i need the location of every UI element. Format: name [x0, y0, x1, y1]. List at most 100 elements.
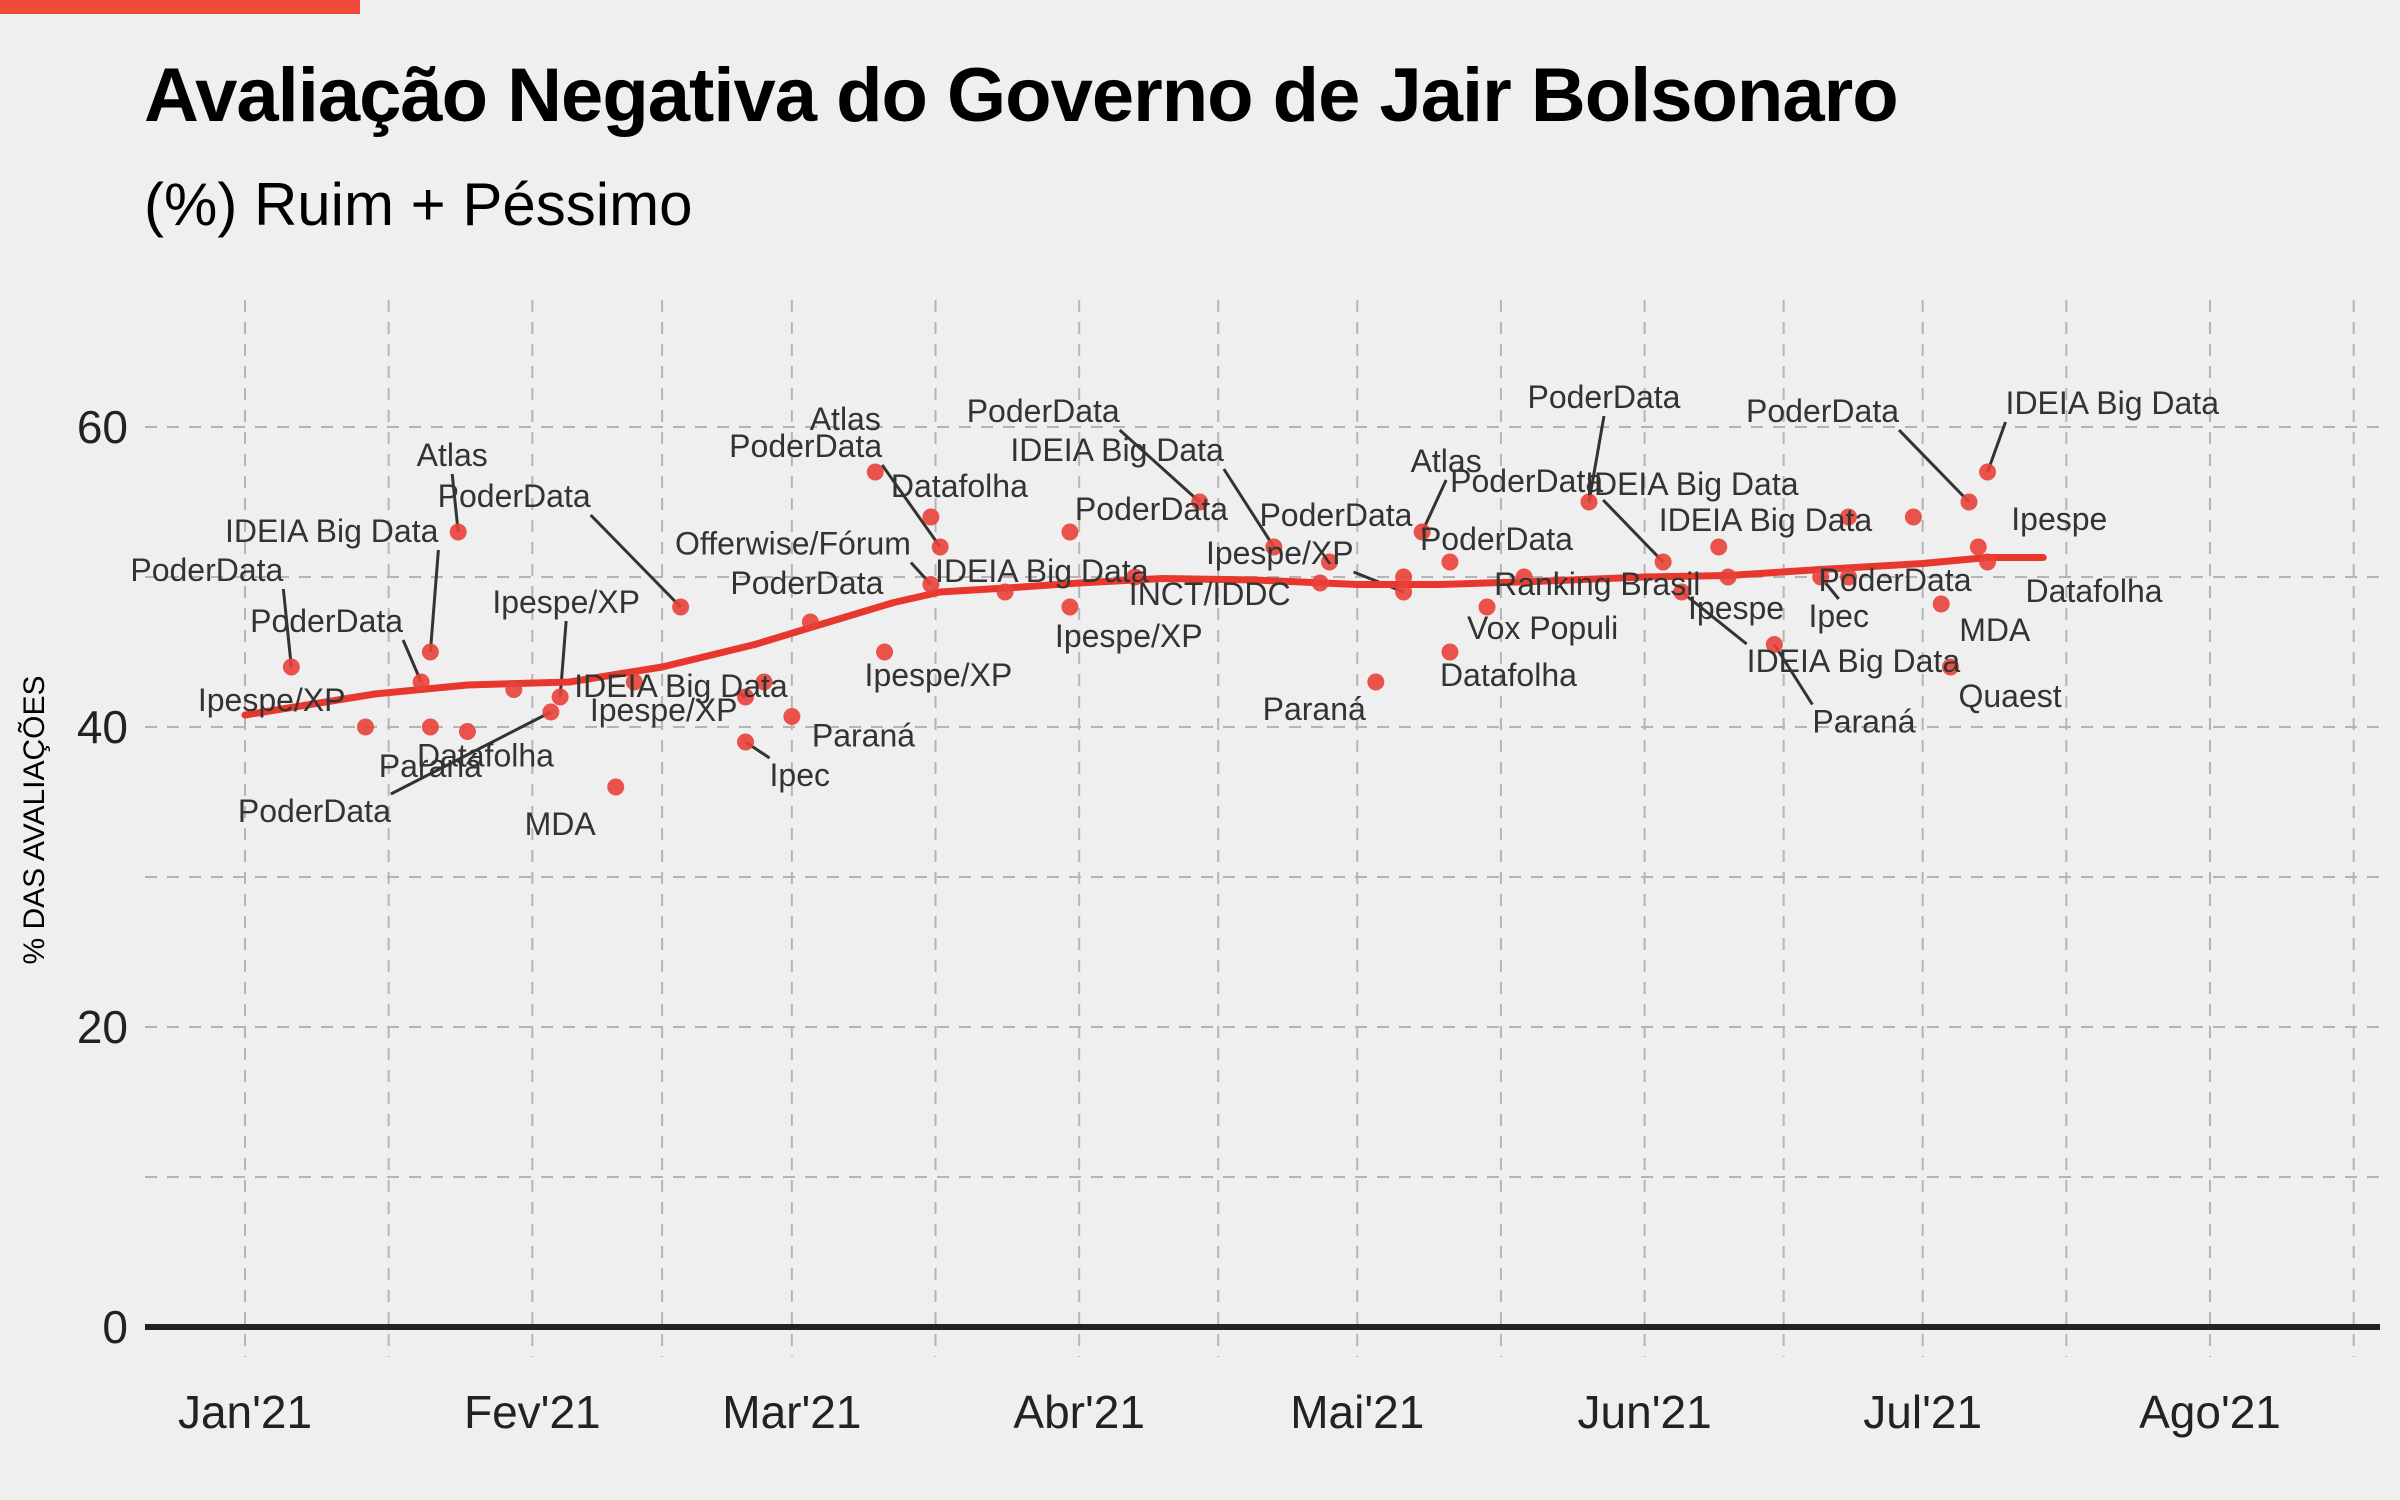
point-label: PoderData: [130, 552, 283, 588]
data-point: [672, 598, 690, 616]
data-point: [282, 658, 300, 676]
data-point: [737, 733, 755, 751]
leader-line: [880, 464, 942, 548]
data-point: [1765, 636, 1783, 653]
point-label: IDEIA Big Data: [1585, 466, 1799, 502]
leader-line: [1986, 421, 2007, 473]
x-tick-label: Fev'21: [464, 1386, 601, 1438]
data-point: [449, 523, 467, 541]
data-point: [1441, 643, 1459, 661]
data-point: [1812, 568, 1830, 586]
leader-line: [1680, 590, 1748, 646]
point-label: Atlas: [417, 437, 488, 473]
data-point: [996, 583, 1014, 601]
data-point: [505, 681, 523, 698]
data-point: [1904, 508, 1922, 526]
point-label: MDA: [1959, 612, 2031, 648]
data-point: [1673, 583, 1691, 601]
data-point: [412, 673, 430, 691]
point-label: Ipespe/XP: [865, 657, 1013, 693]
x-tick-label: Jan'21: [178, 1386, 312, 1438]
data-point: [421, 718, 439, 736]
point-label: PoderData: [967, 393, 1120, 429]
point-label: Paraná: [379, 748, 482, 784]
accent-bar: [0, 0, 360, 14]
data-point: [931, 538, 949, 556]
chart-subtitle: (%) Ruim + Péssimo: [144, 171, 693, 238]
point-label: IDEIA Big Data: [225, 513, 439, 549]
point-label: IDEIA Big Data: [935, 553, 1149, 589]
x-tick-label: Jul'21: [1863, 1386, 1982, 1438]
point-label: Quaest: [1958, 678, 2061, 714]
data-point: [1478, 598, 1496, 616]
point-label: Atlas: [1411, 443, 1482, 479]
point-label: IDEIA Big Data: [574, 668, 788, 704]
point-label: Ipespe: [1688, 590, 1784, 626]
data-point: [1979, 553, 1997, 571]
trend-line-group: [241, 554, 2047, 719]
data-point: [551, 688, 569, 706]
data-point: [356, 718, 374, 736]
data-point: [922, 508, 940, 526]
y-tick-label: 40: [77, 701, 128, 753]
data-point: [625, 673, 643, 691]
point-label: PoderData: [1259, 497, 1412, 533]
data-point: [1395, 583, 1413, 601]
trend-line: [241, 554, 2047, 719]
y-tick-label: 0: [102, 1301, 128, 1353]
leader-line: [1587, 415, 1606, 503]
data-point: [1265, 538, 1283, 556]
point-label: Offerwise/Fórum: [675, 526, 911, 562]
point-label: PoderData: [1075, 491, 1228, 527]
data-point: [1441, 553, 1459, 571]
data-point: [1969, 538, 1987, 556]
x-tick-label: Ago'21: [2139, 1386, 2281, 1438]
data-point: [542, 703, 560, 721]
point-label: INCT/IDDC: [1129, 576, 1291, 612]
point-label: MDA: [525, 806, 597, 842]
data-point: [1191, 493, 1209, 511]
x-tick-label: Mai'21: [1290, 1386, 1424, 1438]
chart-title: Avaliação Negativa do Governo de Jair Bo…: [144, 53, 1899, 138]
point-label: IDEIA Big Data: [1010, 432, 1224, 468]
leader-line: [428, 549, 440, 653]
grid: [145, 300, 2380, 1357]
data-point: [1126, 568, 1144, 586]
point-label: Ipespe/XP: [1206, 535, 1354, 571]
point-label: Datafolha: [2026, 573, 2163, 609]
x-tick-label: Mar'21: [722, 1386, 861, 1438]
data-point: [1311, 574, 1329, 592]
data-point: [1320, 553, 1338, 571]
data-point: [866, 463, 884, 481]
data-point: [1395, 568, 1413, 586]
leader-lines: [281, 415, 2007, 796]
leader-line: [1773, 643, 1814, 706]
leader-line: [281, 588, 293, 668]
data-point: [1840, 568, 1858, 586]
x-tick-label: Jun'21: [1578, 1386, 1712, 1438]
x-tick-label: Abr'21: [1013, 1386, 1145, 1438]
point-label: Ipespe: [2011, 501, 2107, 537]
point-label: Ipespe/XP: [590, 692, 738, 728]
data-point: [421, 643, 439, 661]
point-label: Ipec: [770, 757, 830, 793]
data-point: [1580, 493, 1598, 511]
leader-line: [390, 710, 552, 796]
leader-line: [1222, 468, 1276, 548]
leader-line: [1602, 498, 1665, 564]
data-point: [1932, 595, 1950, 613]
data-point: [1515, 568, 1533, 586]
point-label: Ipespe/XP: [1055, 618, 1203, 654]
data-point: [1413, 523, 1431, 541]
data-point: [922, 576, 940, 593]
point-label: Ranking Brasil: [1494, 566, 1700, 602]
point-label: PoderData: [729, 428, 882, 464]
data-point: [1960, 493, 1978, 511]
point-label: Vox Populi: [1467, 610, 1618, 646]
data-point: [1710, 538, 1728, 556]
point-label: Ipec: [1808, 598, 1868, 634]
point-label: PoderData: [1527, 379, 1680, 415]
point-label: IDEIA Big Data: [1659, 502, 1873, 538]
